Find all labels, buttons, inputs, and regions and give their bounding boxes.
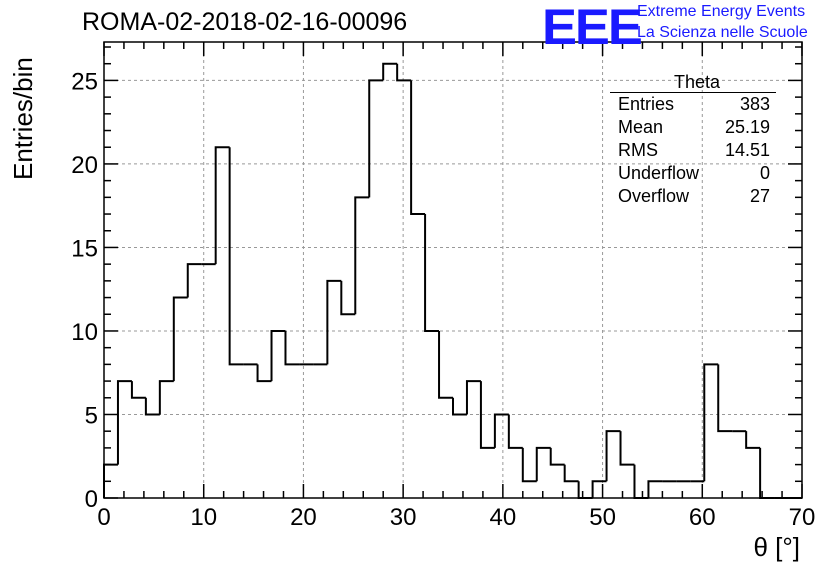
histogram-bin (438, 330, 453, 399)
histogram-bin (479, 381, 495, 449)
y-tick-label: 20 (71, 152, 98, 179)
stats-row-entries: Entries 383 (610, 93, 776, 116)
stats-label: Entries (618, 94, 675, 114)
histogram-bin (186, 263, 202, 298)
stats-box: Theta Entries 383 Mean 25.19 RMS 14.51 U… (610, 72, 776, 208)
histogram-bin (535, 446, 551, 482)
y-tick-label: 0 (85, 486, 98, 513)
histogram-bin (591, 480, 607, 498)
histogram-bin (605, 430, 621, 482)
histogram-bin (214, 146, 230, 265)
x-tick-label: 60 (689, 504, 716, 531)
histogram-bin (521, 447, 537, 483)
stats-value: 0 (759, 163, 770, 183)
logo-line-2: La Scienza nelle Scuole (637, 24, 808, 41)
histogram-bin (382, 62, 398, 81)
histogram-bin (759, 447, 775, 499)
stats-value: 25.19 (724, 117, 770, 137)
histogram-bin (493, 413, 509, 448)
histogram-bin (745, 431, 761, 449)
histogram-bin (563, 464, 579, 483)
x-axis-title: θ [°] (753, 532, 800, 562)
y-tick-label: 5 (85, 402, 98, 429)
x-tick-label: 70 (789, 504, 816, 531)
x-tick-label: 0 (97, 504, 110, 531)
histogram-bin (703, 363, 719, 482)
logo-line-1: Extreme Energy Events (637, 3, 806, 20)
stats-row-overflow: Overflow 27 (610, 185, 776, 208)
y-tick-label: 10 (71, 319, 98, 346)
stats-value: 14.51 (724, 140, 770, 160)
histogram-bin (158, 380, 174, 415)
histogram-bin (326, 279, 342, 365)
y-tick-label: 25 (71, 68, 98, 95)
histogram-bin (465, 380, 481, 415)
histogram-bin (368, 79, 384, 198)
histogram-bin (633, 464, 649, 499)
histogram-bin (577, 481, 593, 499)
stats-label: Underflow (618, 163, 700, 183)
histogram-bin (424, 214, 440, 332)
histogram-bin (256, 364, 272, 383)
histogram-bin (340, 280, 356, 316)
histogram-bin (172, 296, 188, 382)
stats-box-name: Theta (610, 72, 776, 93)
stats-row-underflow: Underflow 0 (610, 162, 776, 185)
plot-frame (103, 41, 803, 499)
x-tick-label: 10 (190, 504, 217, 531)
x-tick-label: 20 (290, 504, 317, 531)
stats-value: 27 (749, 186, 770, 206)
histogram-bin (270, 329, 286, 382)
x-tick-label: 50 (589, 504, 616, 531)
histogram-bin (144, 397, 160, 416)
stats-label: Mean (618, 117, 664, 137)
histogram-bin (228, 147, 244, 366)
histogram-bin (284, 330, 300, 366)
stats-label: RMS (618, 140, 658, 160)
chart-title: ROMA-02-2018-02-16-00096 (82, 8, 408, 36)
histogram-bin (507, 414, 523, 449)
stats-row-mean: Mean 25.19 (610, 116, 776, 139)
histogram-bin (410, 80, 426, 216)
histogram-bin (452, 397, 467, 416)
y-axis-title: Entries/bin (8, 57, 38, 180)
histogram-bin (717, 364, 733, 433)
histogram-bin (354, 196, 370, 315)
histogram-bin (549, 447, 565, 466)
histogram-bin (396, 63, 412, 82)
histogram-bin (647, 480, 663, 498)
x-tick-label: 40 (490, 504, 517, 531)
eee-logo: EEE (542, 0, 643, 55)
stats-value: 383 (739, 94, 770, 114)
stats-row-rms: RMS 14.51 (610, 139, 776, 162)
histogram-bin (130, 381, 146, 399)
histogram-bin (116, 380, 132, 465)
histogram-bin (619, 431, 635, 466)
x-tick-label: 30 (390, 504, 417, 531)
y-tick-label: 15 (71, 235, 98, 262)
stats-label: Overflow (618, 186, 690, 206)
